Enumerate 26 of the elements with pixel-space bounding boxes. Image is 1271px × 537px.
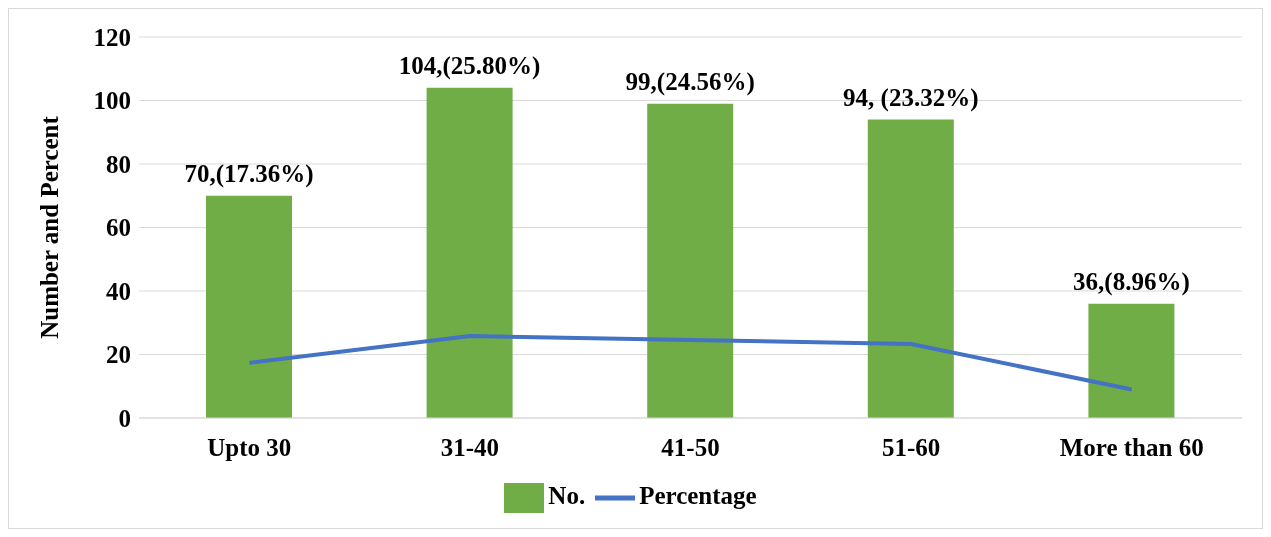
legend-label: No. (548, 481, 586, 509)
y-axis-title: Number and Percent (35, 115, 63, 339)
y-tick-label: 40 (106, 277, 131, 305)
bar (647, 103, 734, 418)
y-tick-label: 120 (93, 23, 131, 51)
legend-label: Percentage (639, 481, 757, 509)
x-tick-label: Upto 30 (207, 433, 292, 461)
line-series (247, 334, 1134, 392)
x-tick-label: More than 60 (1059, 433, 1204, 461)
data-label: 94, (23.32%) (843, 83, 979, 112)
y-tick-label: 60 (106, 214, 131, 242)
y-tick-label: 0 (118, 404, 131, 432)
data-label: 36,(8.96%) (1073, 267, 1190, 296)
x-tick-label: 41-50 (661, 433, 720, 461)
bar (206, 195, 292, 418)
bar (426, 87, 513, 418)
x-tick-label: 31-40 (440, 433, 500, 461)
bar (867, 119, 954, 418)
bar (1088, 303, 1175, 418)
data-label: 99,(24.56%) (625, 67, 755, 96)
y-tick-label: 100 (93, 87, 131, 115)
data-label: 70,(17.36%) (184, 159, 314, 188)
y-tick-label: 80 (106, 150, 131, 178)
data-label: 104,(25.80%) (398, 51, 541, 80)
y-tick-label: 20 (106, 341, 131, 369)
x-tick-label: 51-60 (881, 433, 941, 461)
